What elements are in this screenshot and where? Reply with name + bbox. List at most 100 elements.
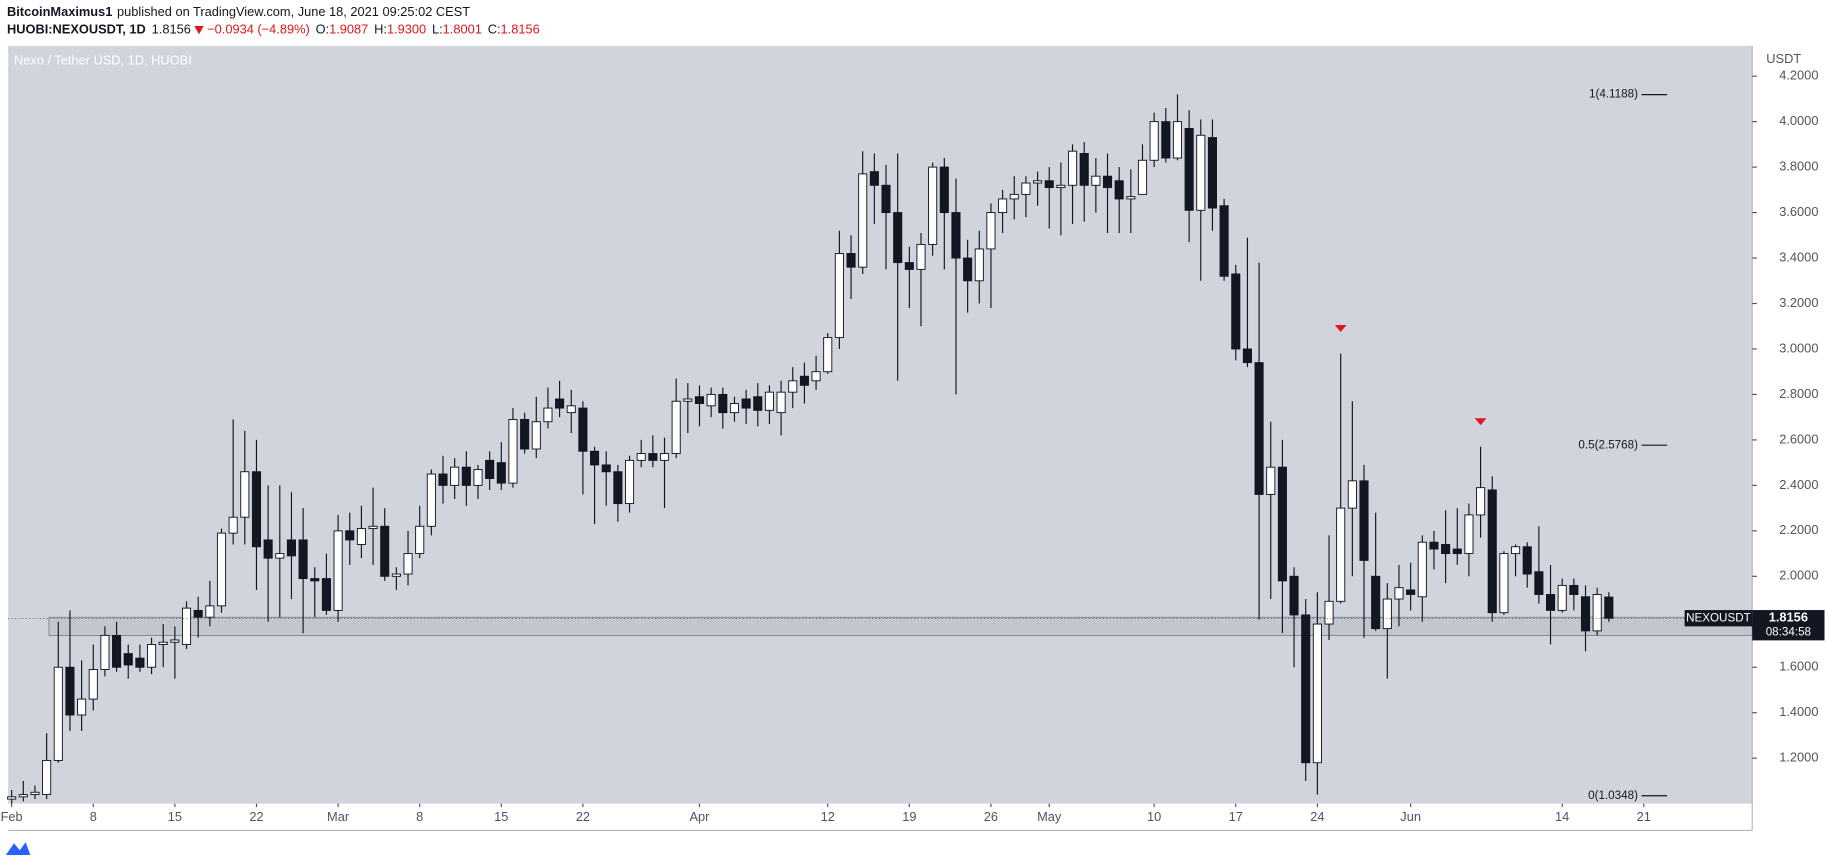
candle-body <box>1406 589 1416 595</box>
candle-body <box>450 466 460 486</box>
symbol: HUOBI:NEXOUSDT, 1D <box>7 22 146 37</box>
price-tag-value: 1.8156 <box>1769 610 1808 625</box>
y-tick-label: 1.4000 <box>1779 704 1818 719</box>
author: BitcoinMaximus1 <box>7 5 112 20</box>
y-tick-label: 2.4000 <box>1779 477 1818 492</box>
x-tick-label: 14 <box>1555 809 1569 824</box>
candle-body <box>916 243 926 270</box>
x-tick-label: 24 <box>1310 809 1324 824</box>
candle-body <box>1592 594 1602 632</box>
candle-body <box>998 198 1008 214</box>
candle-body <box>1033 180 1043 184</box>
x-tick-label: 22 <box>249 809 263 824</box>
candle-body <box>1114 180 1124 200</box>
candle-body <box>251 471 262 548</box>
candle-body <box>1196 134 1206 211</box>
candle-body <box>893 212 903 264</box>
change-line: −0.0934 (−4.89%) O:1.9087 H:1.9300 L:1.8001… <box>207 22 540 37</box>
candle-body <box>963 257 973 282</box>
candle-body <box>333 530 343 611</box>
candle-body <box>240 471 250 518</box>
candle-body <box>170 639 180 643</box>
x-tick-label: 8 <box>90 809 97 824</box>
candle-body <box>974 248 984 282</box>
candle-body <box>438 473 448 486</box>
support-zone <box>48 616 1753 636</box>
marker <box>1474 418 1487 426</box>
price-tag-countdown: 08:34:58 <box>1766 625 1811 638</box>
plot-background <box>8 45 1753 804</box>
price-tag <box>1752 610 1825 641</box>
published: published on TradingView.com, June 18, 2… <box>117 5 470 20</box>
candle-body <box>53 666 63 761</box>
candle-body <box>741 398 751 409</box>
y-tick-label: 1.2000 <box>1779 750 1818 765</box>
candle-body <box>1522 546 1532 575</box>
candle-body <box>694 396 705 405</box>
candle-body <box>263 539 273 559</box>
last: 1.8156 <box>152 22 191 37</box>
candle-body <box>181 607 192 645</box>
marker <box>1334 325 1347 333</box>
candle-body <box>1371 575 1381 630</box>
candle-body <box>846 253 856 268</box>
candle-body <box>939 166 949 214</box>
x-tick-label: Apr <box>690 809 711 824</box>
fib-label: 0(1.0348) <box>1588 789 1638 802</box>
y-tick-label: 4.0000 <box>1779 113 1818 128</box>
unit-label: USDT <box>1766 51 1801 66</box>
candle-body <box>753 396 763 411</box>
candle-body <box>310 578 320 582</box>
x-tick-label: 21 <box>1637 809 1651 824</box>
candle-body <box>508 418 518 484</box>
candle-body <box>928 166 938 245</box>
candle-body <box>951 212 961 259</box>
y-tick-label: 2.6000 <box>1779 431 1818 446</box>
candle-body <box>799 375 809 386</box>
candle-body <box>123 653 133 666</box>
candle-body <box>706 393 716 407</box>
y-tick-label: 2.2000 <box>1779 522 1818 537</box>
candle-body <box>566 405 576 414</box>
x-tick-label: 17 <box>1229 809 1243 824</box>
candle-body <box>1172 121 1183 159</box>
candle-body <box>543 407 553 423</box>
candle-body <box>1219 205 1229 277</box>
candle-body <box>636 453 646 461</box>
candle-body <box>624 459 635 505</box>
candle-body <box>1499 553 1509 614</box>
ohlc-value: 1.9087 <box>329 22 368 37</box>
candle-body <box>1301 614 1311 764</box>
candle-body <box>904 262 914 270</box>
candle-body <box>100 634 110 670</box>
candle-body <box>881 184 891 214</box>
candle-body <box>823 337 833 373</box>
candle-body <box>30 791 40 796</box>
candle-body <box>485 459 495 480</box>
candle-body <box>811 371 821 382</box>
fib-label: 0.5(2.5768) <box>1578 438 1638 451</box>
y-tick-label: 3.0000 <box>1779 340 1818 355</box>
candle-body <box>729 403 740 414</box>
candle-body <box>496 462 506 484</box>
candle-body <box>648 453 658 461</box>
candle-body <box>520 418 530 450</box>
candle-body <box>228 516 238 534</box>
y-tick-label: 2.8000 <box>1779 386 1818 401</box>
candle-body <box>1429 541 1439 550</box>
x-tick-label: Mar <box>327 809 350 824</box>
candle-body <box>1604 596 1614 619</box>
x-tick-label: May <box>1037 809 1062 824</box>
candle-body <box>18 794 28 798</box>
y-tick-label: 1.6000 <box>1779 659 1818 674</box>
candle-body <box>1231 273 1241 350</box>
candle-body <box>764 391 774 411</box>
candle-body <box>112 634 122 668</box>
candle-body <box>205 605 215 618</box>
header-line: BitcoinMaximus1 published on TradingView.… <box>7 5 470 20</box>
candle-body <box>788 380 798 393</box>
candle-body <box>1149 121 1159 161</box>
x-tick-label: 8 <box>416 809 423 824</box>
candle-body <box>1091 175 1101 186</box>
